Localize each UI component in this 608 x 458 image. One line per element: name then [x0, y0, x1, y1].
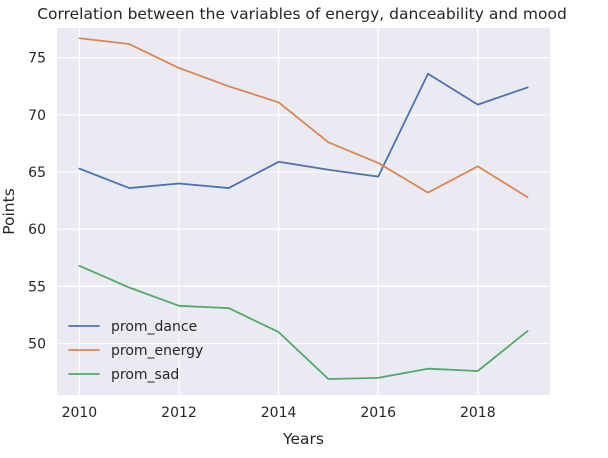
y-axis-label: Points: [0, 188, 18, 235]
tick-labels: 2010 2012 2014 2016 2018 50 55 60 65 70 75: [28, 51, 495, 421]
grid-lines: [57, 28, 550, 395]
y-tick-label: 70: [28, 108, 46, 124]
chart-title: Correlation between the variables of ene…: [37, 5, 567, 23]
x-tick-label: 2018: [460, 405, 496, 421]
series-line-prom_energy: [78, 37, 529, 199]
plot-area: [57, 28, 550, 395]
legend-label-prom_energy: prom_energy: [111, 343, 203, 359]
legend: prom_dance prom_energy prom_sad: [68, 319, 203, 383]
y-tick-label: 55: [28, 279, 46, 295]
legend-label-prom_sad: prom_sad: [111, 367, 179, 383]
y-tick-label: 75: [28, 51, 46, 67]
y-tick-label: 65: [28, 165, 46, 181]
x-axis-label: Years: [282, 430, 324, 448]
x-tick-label: 2010: [62, 405, 98, 421]
legend-label-prom_dance: prom_dance: [111, 319, 197, 335]
x-tick-label: 2014: [261, 405, 297, 421]
series-line-prom_dance: [78, 72, 529, 189]
x-tick-label: 2012: [161, 405, 197, 421]
series-line-prom_sad: [78, 264, 529, 380]
y-tick-label: 50: [28, 337, 46, 353]
series-lines: [78, 37, 529, 380]
y-tick-label: 60: [28, 222, 46, 238]
x-tick-label: 2016: [360, 405, 396, 421]
